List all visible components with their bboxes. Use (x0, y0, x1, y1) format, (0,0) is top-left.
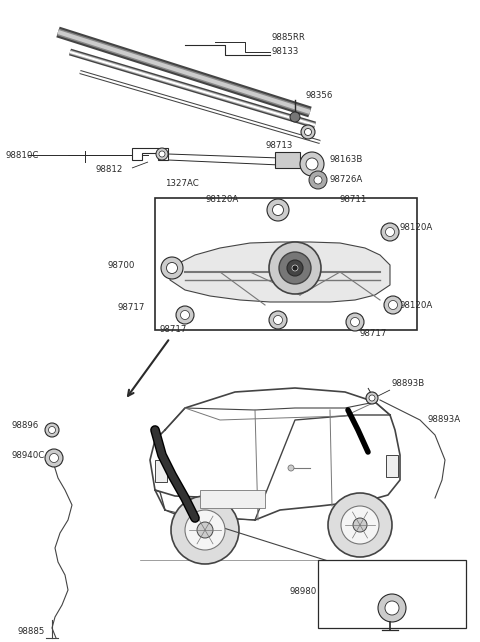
Circle shape (180, 311, 190, 320)
Text: 98980: 98980 (290, 587, 317, 596)
Bar (318, 560, 466, 628)
Circle shape (273, 205, 284, 216)
Text: 98726A: 98726A (330, 175, 363, 184)
Circle shape (171, 496, 239, 564)
Text: 98711: 98711 (340, 196, 367, 205)
Circle shape (366, 392, 378, 404)
Circle shape (384, 296, 402, 314)
Text: 9885RR: 9885RR (272, 33, 306, 42)
Circle shape (388, 300, 397, 309)
Circle shape (45, 423, 59, 437)
Circle shape (385, 227, 395, 236)
Text: 1327AC: 1327AC (165, 178, 199, 187)
Circle shape (49, 453, 59, 462)
Circle shape (304, 128, 312, 135)
Bar (155, 198, 417, 330)
Text: 98870: 98870 (370, 593, 397, 602)
Text: 98120A: 98120A (205, 196, 238, 205)
Circle shape (328, 493, 392, 557)
Circle shape (369, 395, 375, 401)
Text: 98896: 98896 (12, 421, 39, 429)
Bar (386, 455, 398, 477)
Circle shape (269, 311, 287, 329)
Text: 98713: 98713 (265, 141, 292, 150)
Text: 98810C: 98810C (5, 150, 38, 159)
Circle shape (167, 263, 178, 273)
Circle shape (314, 176, 322, 184)
Text: 98717: 98717 (160, 325, 187, 334)
Circle shape (45, 449, 63, 467)
Circle shape (288, 465, 294, 471)
Circle shape (306, 158, 318, 170)
Text: 98812: 98812 (95, 166, 122, 175)
Circle shape (300, 152, 324, 176)
Circle shape (185, 510, 225, 550)
Text: 98940C: 98940C (12, 451, 45, 460)
Text: 98700: 98700 (108, 261, 135, 270)
Text: 98885: 98885 (18, 627, 46, 636)
Circle shape (292, 265, 298, 271)
Circle shape (48, 426, 56, 433)
Circle shape (156, 148, 168, 160)
Circle shape (274, 315, 283, 324)
Circle shape (290, 112, 300, 122)
Circle shape (176, 306, 194, 324)
Circle shape (353, 518, 367, 532)
Circle shape (279, 252, 311, 284)
Circle shape (159, 151, 165, 157)
Polygon shape (170, 242, 390, 302)
Circle shape (267, 199, 289, 221)
Text: WINDOW WIPER): WINDOW WIPER) (325, 580, 398, 589)
Bar (200, 490, 265, 508)
Text: 98717: 98717 (118, 304, 145, 313)
Text: 98120A: 98120A (400, 300, 433, 309)
Text: 98133: 98133 (272, 48, 300, 56)
Circle shape (381, 223, 399, 241)
Circle shape (309, 171, 327, 189)
Circle shape (287, 260, 303, 276)
Text: 98356: 98356 (305, 91, 332, 100)
Circle shape (301, 125, 315, 139)
Circle shape (161, 257, 183, 279)
Text: 98163B: 98163B (330, 155, 363, 164)
Circle shape (197, 522, 213, 538)
Text: 98120A: 98120A (400, 223, 433, 232)
Circle shape (346, 313, 364, 331)
Text: 98893A: 98893A (428, 415, 461, 424)
Text: (W/O REAR: (W/O REAR (325, 568, 372, 577)
Bar (155, 460, 167, 482)
Circle shape (350, 318, 360, 327)
Circle shape (341, 506, 379, 544)
Circle shape (269, 242, 321, 294)
Text: 98717: 98717 (360, 329, 387, 338)
Circle shape (385, 601, 399, 615)
Circle shape (378, 594, 406, 622)
Bar (275, 152, 300, 168)
Polygon shape (132, 148, 168, 160)
Text: 98893B: 98893B (392, 379, 425, 388)
